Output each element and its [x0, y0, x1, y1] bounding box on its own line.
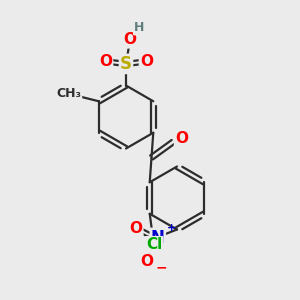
Text: O: O [99, 54, 112, 69]
Text: O: O [140, 254, 154, 269]
Text: O: O [175, 131, 188, 146]
Text: +: + [167, 223, 176, 233]
Text: O: O [129, 221, 142, 236]
Text: Cl: Cl [146, 237, 162, 252]
Text: H: H [134, 21, 144, 34]
Text: −: − [155, 260, 167, 274]
Text: O: O [140, 54, 153, 69]
Text: S: S [120, 55, 132, 73]
Text: CH₃: CH₃ [56, 87, 81, 100]
Text: O: O [123, 32, 136, 47]
Text: N: N [151, 229, 165, 247]
